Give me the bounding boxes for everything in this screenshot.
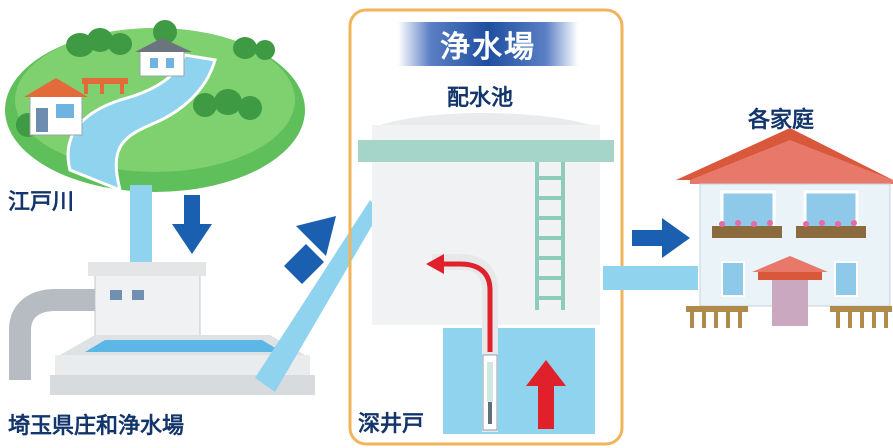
plant-origin-label: 埼玉県庄和浄水場 xyxy=(8,414,185,439)
river-label: 江戸川 xyxy=(8,190,75,215)
deep-well-label: 深井戸 xyxy=(358,412,425,437)
households-label: 各家庭 xyxy=(748,108,815,133)
shouwa-plant-building xyxy=(9,262,315,395)
hill-house-icon xyxy=(135,38,192,77)
intake-pipe xyxy=(130,185,152,275)
distribution-pipe xyxy=(603,266,698,290)
ladder-icon xyxy=(535,162,565,310)
treatment-plant-frame xyxy=(348,8,624,446)
flow-arrow-right-icon xyxy=(632,218,690,258)
bridge-icon xyxy=(82,78,128,94)
deep-well-water xyxy=(443,328,595,434)
flow-arrow-up-icon xyxy=(526,360,566,429)
flow-arrow-diagonal-icon xyxy=(284,216,336,284)
riverside-house-icon xyxy=(24,78,88,136)
river-hill-scene xyxy=(5,20,305,193)
well-pipe xyxy=(426,254,498,432)
reservoir-label: 配水池 xyxy=(447,86,514,111)
treatment-plant-title: 浄水場 xyxy=(398,22,578,66)
reservoir-tank xyxy=(358,113,614,325)
household-house-icon xyxy=(676,128,893,328)
tree-cluster-icon xyxy=(16,20,275,137)
flow-arrow-down-icon xyxy=(172,195,212,254)
